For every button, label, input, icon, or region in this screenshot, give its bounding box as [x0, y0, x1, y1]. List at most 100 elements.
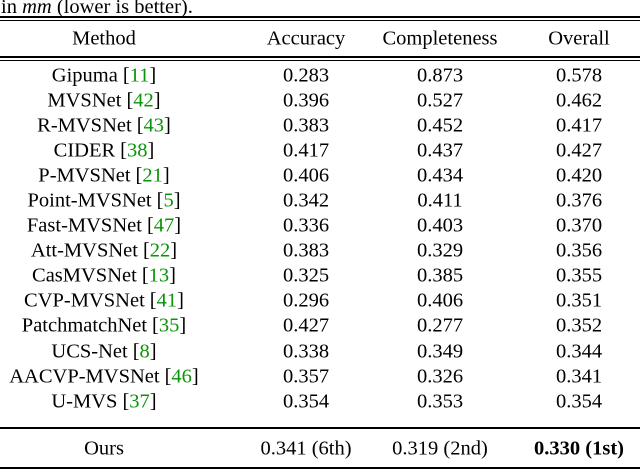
table-body: Gipuma [11] 0.283 0.873 0.578 MVSNet [42] … — [0, 63, 640, 414]
table-row: PatchmatchNet [35] 0.427 0.277 0.352 — [0, 314, 640, 339]
method-name: P-MVSNet — [38, 164, 131, 187]
citation: [11] — [123, 64, 156, 86]
accuracy-cell: 0.336 — [282, 214, 330, 237]
citation-close-bracket: ] — [177, 289, 184, 312]
citation-number: 37 — [129, 390, 150, 413]
accuracy-cell: 0.396 — [282, 89, 330, 112]
citation: [42] — [126, 89, 160, 111]
citation-close-bracket: ] — [174, 214, 182, 237]
overall-cell: 0.355 — [555, 264, 603, 287]
accuracy-cell: 0.296 — [282, 289, 330, 312]
header-overall: Overall — [548, 27, 610, 50]
completeness-cell: 0.411 — [417, 189, 463, 212]
overall-cell: 0.370 — [555, 214, 603, 237]
table-mid-rule — [0, 427, 640, 429]
citation: [8] — [133, 340, 157, 362]
overall-cell: 0.376 — [555, 189, 603, 212]
overall-cell: 0.462 — [555, 89, 603, 112]
citation-close-bracket: ] — [191, 365, 199, 388]
citation-open-bracket: [ — [156, 189, 164, 212]
citation-close-bracket: ] — [164, 114, 171, 137]
completeness-cell: 0.326 — [416, 365, 464, 388]
citation-close-bracket: ] — [149, 340, 157, 363]
citation-close-bracket: ] — [147, 139, 155, 162]
table-row: Att-MVSNet [22] 0.383 0.329 0.356 — [0, 239, 640, 264]
citation-open-bracket: [ — [136, 114, 144, 137]
citation-number: 8 — [139, 340, 150, 363]
accuracy-cell: 0.383 — [282, 239, 330, 262]
table-row: Gipuma [11] 0.283 0.873 0.578 — [0, 63, 640, 88]
method-cell: MVSNet [42] — [47, 89, 160, 112]
citation-open-bracket: [ — [164, 365, 172, 388]
accuracy-cell: 0.338 — [282, 340, 330, 363]
citation: [46] — [165, 365, 199, 387]
citation-number: 41 — [156, 289, 178, 312]
method-cell: P-MVSNet [21] — [38, 164, 169, 187]
table-top-rule — [0, 16, 640, 21]
completeness-cell: 0.353 — [416, 390, 464, 413]
citation: [41] — [150, 290, 184, 312]
accuracy-cell: 0.325 — [282, 264, 330, 287]
method-cell: CIDER [38] — [54, 139, 155, 162]
citation-number: 43 — [143, 114, 165, 137]
caption-prefix: in — [1, 0, 23, 18]
method-name: Point-MVSNet — [27, 189, 152, 212]
method-cell: Gipuma [11] — [52, 64, 156, 87]
method-name: Gipuma — [51, 64, 118, 87]
citation-number: 5 — [163, 189, 174, 212]
citation-number: 47 — [153, 214, 175, 237]
method-name: Fast-MVSNet — [26, 214, 142, 237]
method-name: Att-MVSNet — [30, 239, 138, 262]
method-cell: UCS-Net [8] — [51, 340, 156, 363]
citation-close-bracket: ] — [162, 164, 170, 187]
method-cell: Point-MVSNet [5] — [27, 190, 180, 213]
method-cell: R-MVSNet [43] — [37, 114, 171, 137]
method-name: PatchmatchNet — [21, 314, 148, 337]
citation-open-bracket: [ — [141, 264, 149, 287]
table-row: Point-MVSNet [5] 0.342 0.411 0.376 — [0, 188, 640, 213]
accuracy-cell: 0.406 — [282, 164, 330, 187]
method-name: MVSNet — [47, 89, 122, 112]
overall-cell: 0.420 — [555, 164, 603, 187]
table-row: U-MVS [37] 0.354 0.353 0.354 — [0, 389, 640, 414]
header-accuracy: Accuracy — [266, 27, 346, 50]
citation-number: 42 — [133, 89, 154, 112]
citation: [5] — [157, 190, 181, 212]
accuracy-cell: 0.417 — [282, 139, 330, 162]
citation-open-bracket: [ — [122, 390, 130, 413]
overall-cell: 0.341 — [555, 365, 603, 388]
overall-cell: 0.356 — [555, 239, 603, 262]
citation-close-bracket: ] — [153, 89, 161, 112]
citation-close-bracket: ] — [149, 390, 157, 413]
method-cell: CasMVSNet [13] — [32, 265, 176, 288]
citation: [38] — [120, 139, 154, 161]
table-row: CasMVSNet [13] 0.325 0.385 0.355 — [0, 264, 640, 289]
accuracy-cell: 0.357 — [282, 365, 330, 388]
overall-cell: 0.354 — [555, 390, 603, 413]
table-row: UCS-Net [8] 0.338 0.349 0.344 — [0, 339, 640, 364]
citation-number: 46 — [171, 365, 192, 388]
table-row: P-MVSNet [21] 0.406 0.434 0.420 — [0, 163, 640, 188]
citation-open-bracket: [ — [152, 314, 159, 337]
method-name: R-MVSNet — [37, 114, 132, 137]
citation-number: 38 — [127, 139, 148, 162]
method-name: UCS-Net — [51, 340, 128, 363]
overall-cell: 0.427 — [555, 139, 603, 162]
citation: [21] — [136, 164, 170, 186]
completeness-cell: 0.527 — [416, 89, 464, 112]
method-cell: PatchmatchNet [35] — [22, 315, 186, 338]
citation-open-bracket: [ — [120, 139, 127, 162]
citation-number: 22 — [149, 239, 171, 262]
completeness-cell: 0.434 — [416, 164, 464, 187]
method-name: U-MVS — [51, 390, 118, 413]
citation-close-bracket: ] — [179, 314, 187, 337]
method-name: AACVP-MVSNet — [9, 365, 160, 388]
citation-open-bracket: [ — [122, 64, 130, 87]
citation-close-bracket: ] — [173, 189, 181, 212]
method-name: CIDER — [53, 139, 116, 162]
method-cell: AACVP-MVSNet [46] — [9, 365, 199, 388]
citation-number: 35 — [158, 314, 180, 337]
citation: [13] — [142, 265, 176, 287]
completeness-cell: 0.277 — [416, 314, 464, 337]
